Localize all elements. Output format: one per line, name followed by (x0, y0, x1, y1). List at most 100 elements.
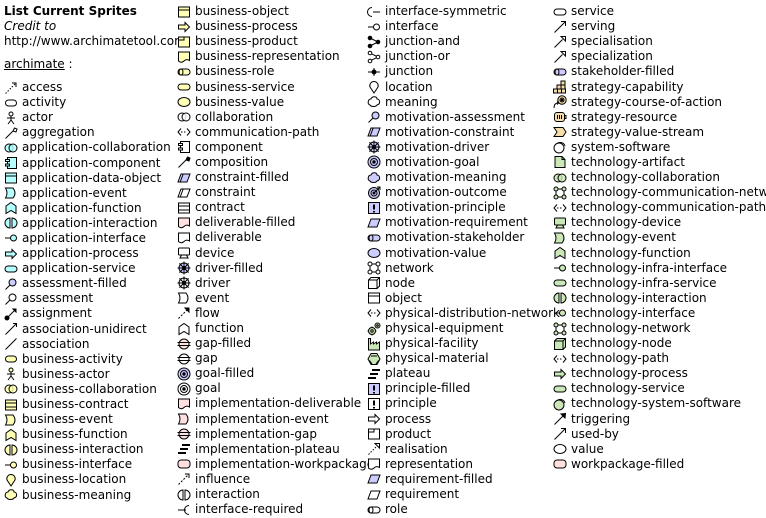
meaning-icon (367, 95, 381, 109)
sprite-label: technology-artifact (571, 154, 685, 169)
sprite-label: motivation-outcome (385, 185, 507, 200)
sprite-label: used-by (571, 426, 619, 441)
sprite-column-4: service serving specialisation specializati… (553, 4, 766, 472)
location-icon (4, 473, 18, 487)
sprite-row: driver (177, 276, 367, 291)
sprite-label: business-object (195, 4, 289, 19)
sprite-row: business-product (177, 34, 367, 49)
access-icon (4, 81, 18, 95)
goal-icon (177, 382, 191, 396)
interface-icon (367, 20, 381, 34)
sprite-label: physical-equipment (385, 321, 504, 336)
sprite-row: business-value (177, 95, 367, 110)
sprite-row: business-activity (4, 352, 174, 367)
sprite-row: stakeholder-filled (553, 64, 766, 79)
sprite-label: strategy-resource (571, 109, 678, 124)
sprite-row: technology-artifact (553, 155, 766, 170)
sprite-label: location (385, 79, 433, 94)
sprite-list: service serving specialisation specializati… (553, 4, 766, 472)
sprite-row: function (177, 321, 367, 336)
sprite-label: interface (385, 19, 439, 34)
actor-icon (4, 111, 18, 125)
meaning-icon (367, 171, 381, 185)
course-of-action-icon (553, 95, 567, 109)
sprite-row: motivation-principle (367, 200, 552, 215)
sprite-row: motivation-meaning (367, 170, 552, 185)
sprite-row: junction-and (367, 34, 552, 49)
equipment-icon (367, 322, 381, 336)
sprite-row: access (4, 80, 174, 95)
sprite-label: motivation-value (385, 245, 487, 260)
sprite-row: specialization (553, 49, 766, 64)
sprite-row: triggering (553, 412, 766, 427)
sprite-row: application-function (4, 201, 174, 216)
sprite-row: business-meaning (4, 488, 174, 503)
sprite-row: interface-required (177, 502, 367, 517)
sprite-row: application-service (4, 261, 174, 276)
sprite-row: implementation-workpackage (177, 457, 374, 472)
sprite-label: business-process (195, 19, 298, 34)
path-icon (553, 201, 567, 215)
sprite-row: assignment (4, 306, 174, 321)
deliverable-icon (177, 216, 191, 230)
sprite-label: requirement (385, 487, 460, 502)
sprite-row: junction (367, 64, 552, 79)
driver-icon (177, 276, 191, 290)
sprite-label: business-interface (22, 457, 133, 472)
sprite-row: technology-communication-network (553, 185, 766, 200)
sprite-row: technology-system-software (553, 396, 766, 411)
sprite-row: application-event (4, 186, 174, 201)
role-icon (367, 503, 381, 517)
sprite-row: goal-filled (177, 366, 367, 381)
material-icon (367, 352, 381, 366)
function-icon (553, 246, 567, 260)
workpackage-icon (177, 457, 191, 471)
sprite-row: business-object (177, 4, 367, 19)
sprite-row: realisation (367, 442, 552, 457)
sprite-column-3: interface-symmetric interface junction-and… (367, 4, 560, 517)
sprite-label: application-interface (22, 230, 147, 245)
sprite-row: physical-distribution-network (367, 306, 560, 321)
interface-icon (553, 306, 567, 320)
sprite-row: technology-collaboration (553, 170, 766, 185)
sprite-label: motivation-principle (385, 200, 506, 215)
sprite-row: technology-communication-path (553, 200, 766, 215)
value-icon (367, 246, 381, 260)
requirement-icon (367, 216, 381, 230)
sprite-label: workpackage-filled (571, 456, 685, 471)
sprite-row: motivation-outcome (367, 185, 552, 200)
service-icon (553, 382, 567, 396)
sprite-label: technology-interaction (571, 290, 707, 305)
sprite-row: process (367, 412, 552, 427)
sprite-label: business-role (195, 64, 275, 79)
sprite-row: business-event (4, 412, 174, 427)
sprite-label: access (22, 80, 63, 95)
assessment-icon (367, 110, 381, 124)
sprite-column-1: List Current Sprites Credit to http://ww… (4, 4, 186, 503)
event-icon (4, 413, 18, 427)
assessment-icon (4, 277, 18, 291)
value-stream-icon (553, 125, 567, 139)
sprite-row: technology-interaction (553, 291, 766, 306)
sprite-row: gap-filled (177, 336, 367, 351)
sprite-label: deliverable-filled (195, 215, 296, 230)
sprite-row: physical-facility (367, 336, 552, 351)
sprite-row: business-interaction (4, 442, 174, 457)
sprite-label: process (385, 411, 432, 426)
driver-icon (367, 140, 381, 154)
specialisation-icon (553, 35, 567, 49)
stakeholder-icon (553, 65, 567, 79)
sprite-row: serving (553, 19, 766, 34)
flow-icon (177, 306, 191, 320)
sprite-label: strategy-capability (571, 79, 684, 94)
sprite-label: node (385, 275, 415, 290)
sprite-label: business-event (22, 412, 113, 427)
activity-icon (4, 352, 18, 366)
sprite-label: actor (22, 110, 53, 125)
outcome-icon (367, 186, 381, 200)
sprite-label: business-activity (22, 351, 123, 366)
sprite-label: interaction (195, 487, 260, 502)
sprite-row: gap (177, 351, 367, 366)
sprite-row: deliverable (177, 230, 367, 245)
interaction-icon (177, 488, 191, 502)
